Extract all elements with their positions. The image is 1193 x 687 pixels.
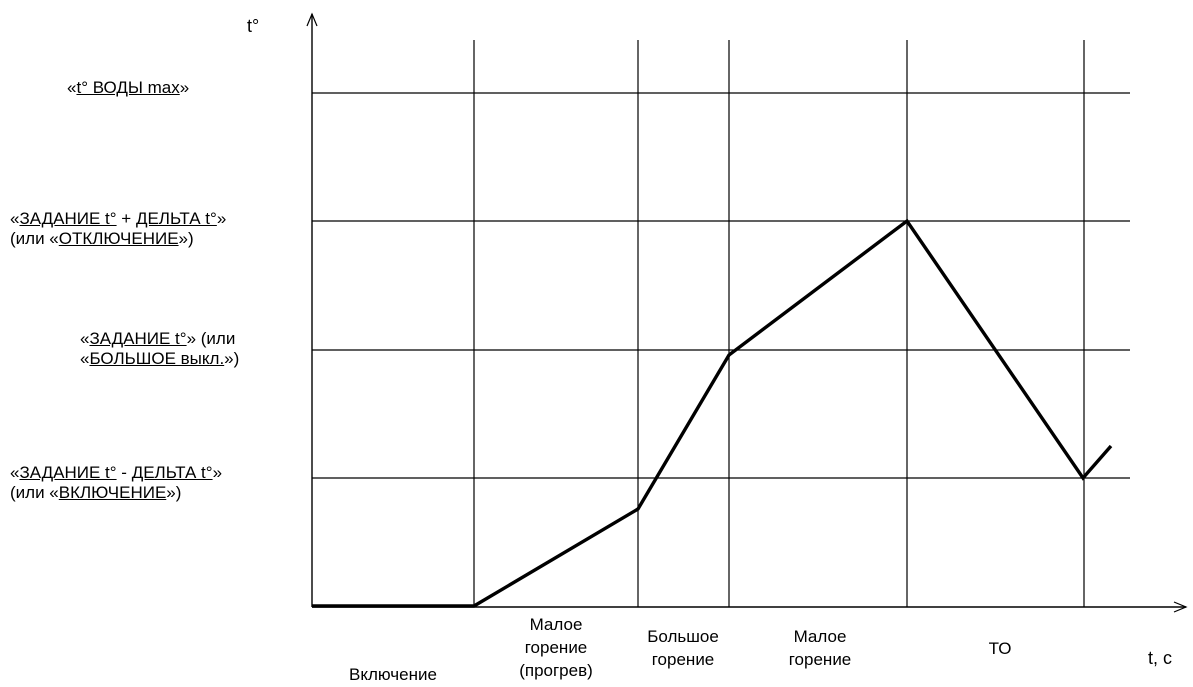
label-lower-line2: (или «ВКЛЮЧЕНИЕ») — [10, 483, 182, 502]
label-upper-line1: «ЗАДАНИЕ t° + ДЕЛЬТА t°» — [10, 209, 227, 228]
phase-label-5: ТО — [988, 639, 1012, 658]
label-setpoint-line1: «ЗАДАНИЕ t°» (или — [80, 329, 236, 348]
y-axis-label: t° — [247, 16, 260, 36]
label-lower-line1: «ЗАДАНИЕ t° - ДЕЛЬТА t°» — [10, 463, 223, 482]
phase-label-4: Малое горение — [788, 627, 852, 669]
y-axis-arrowhead — [306, 12, 318, 27]
phase-label-1: Включение — [349, 665, 437, 684]
temperature-curve — [312, 218, 1113, 608]
label-upper-line2: (или «ОТКЛЮЧЕНИЕ») — [10, 229, 194, 248]
phase-label-3: Большое горение — [647, 627, 719, 669]
label-setpoint-line2: «БОЛЬШОЕ выкл.») — [80, 349, 240, 368]
label-water-max: «t° ВОДЫ max» — [67, 78, 190, 97]
x-axis-label: t, с — [1148, 648, 1173, 668]
x-axis-arrowhead — [1173, 601, 1188, 613]
phase-label-2: Малое горение (прогрев) — [519, 615, 593, 680]
